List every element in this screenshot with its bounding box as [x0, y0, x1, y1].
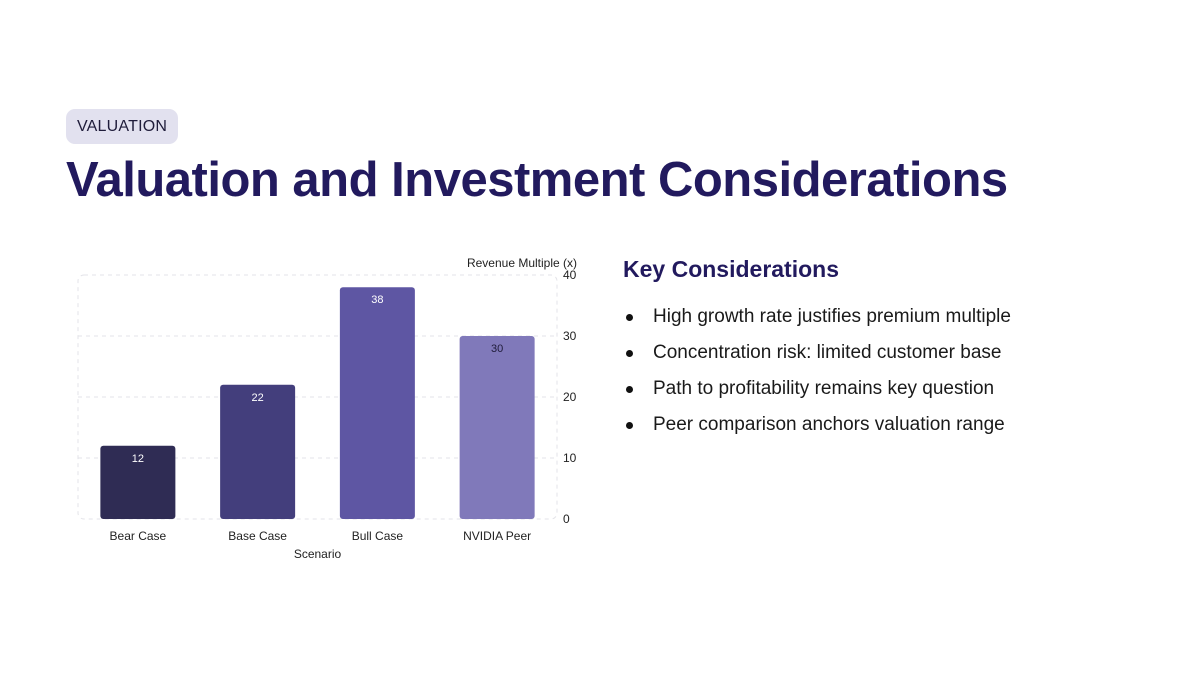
list-item: Concentration risk: limited customer bas… [623, 335, 1163, 371]
y-tick-label: 20 [563, 390, 577, 404]
list-item-text: High growth rate justifies premium multi… [653, 306, 1011, 327]
bullet-icon [626, 386, 633, 393]
list-item-text: Concentration risk: limited customer bas… [653, 342, 1002, 363]
y-axis-title: Revenue Multiple (x) [467, 256, 577, 270]
considerations-list: High growth rate justifies premium multi… [623, 299, 1163, 443]
list-item: Path to profitability remains key questi… [623, 371, 1163, 407]
x-tick-label: Base Case [228, 529, 287, 543]
list-item: High growth rate justifies premium multi… [623, 299, 1163, 335]
y-tick-label: 40 [563, 268, 577, 282]
page-title: Valuation and Investment Considerations [66, 153, 1008, 207]
bar-value-label: 38 [371, 294, 383, 306]
bar [339, 287, 415, 519]
section-tag: VALUATION [66, 109, 179, 144]
x-tick-label: Bull Case [352, 529, 404, 543]
revenue-multiple-bar-chart: 0 10 20 30 40 Revenue Multiple (x) 12 Bear Case… [60, 250, 600, 570]
plot-frame [77, 274, 558, 520]
bar [459, 336, 535, 519]
key-considerations-panel: Key Considerations High growth rate just… [623, 256, 1163, 443]
bar-value-label: 22 [252, 392, 264, 404]
list-item-text: Path to profitability remains key questi… [653, 378, 995, 399]
bullet-icon [626, 422, 633, 429]
bar-value-label: 12 [132, 453, 144, 465]
bullet-icon [626, 314, 633, 321]
x-axis-title: Scenario [294, 547, 342, 561]
list-item-text: Peer comparison anchors valuation range [653, 414, 1005, 435]
key-considerations-heading: Key Considerations [623, 256, 839, 282]
x-tick-label: NVIDIA Peer [463, 529, 531, 543]
bar [100, 445, 176, 519]
list-item: Peer comparison anchors valuation range [623, 407, 1163, 443]
bullet-icon [626, 350, 633, 357]
x-tick-label: Bear Case [110, 529, 167, 543]
y-tick-label: 10 [563, 451, 577, 465]
y-tick-label: 30 [563, 329, 577, 343]
bar-value-label: 30 [491, 343, 503, 355]
y-tick-label: 0 [563, 512, 570, 526]
bar [220, 384, 296, 519]
